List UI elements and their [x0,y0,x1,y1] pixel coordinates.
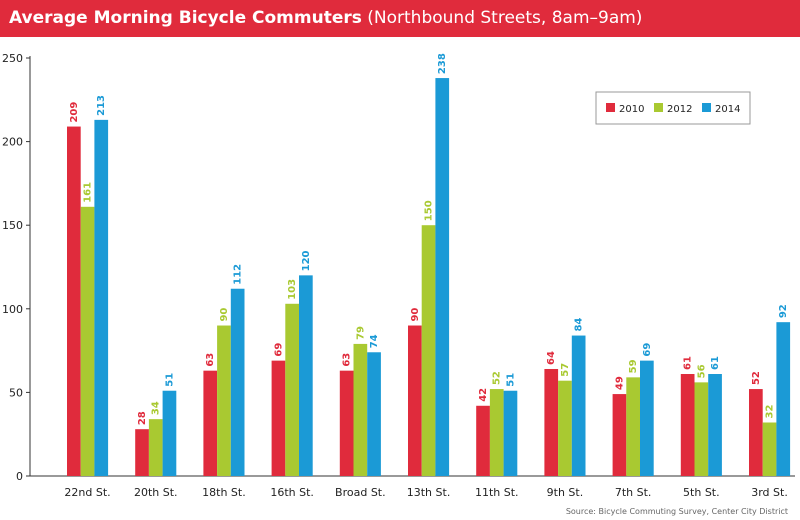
bar-2012 [353,343,368,476]
y-tick-label: 250 [2,52,23,65]
bar-value-label: 79 [355,326,366,340]
x-tick-label: 5th St. [683,486,720,499]
x-tick-label: 13th St. [407,486,451,499]
bar-value-label: 150 [424,200,435,221]
bar-2012 [694,382,709,476]
bar-value-label: 32 [765,405,776,419]
bar-value-label: 209 [69,102,80,123]
bar-value-label: 90 [410,308,421,322]
bar-2014 [708,374,722,476]
legend-swatch-2014 [702,103,711,112]
bar-value-label: 63 [205,353,216,367]
bar-value-label: 34 [151,401,162,415]
bar-2014 [776,322,791,476]
bar-value-label: 52 [751,371,762,385]
bar-2012 [285,303,299,476]
bar-value-label: 69 [273,343,284,357]
bar-2014 [640,360,654,476]
chart-title-main: Average Morning Bicycle Commuters [9,8,362,28]
bar-2012 [626,377,640,476]
bar-2010 [203,370,218,476]
bar-2010 [135,429,149,476]
chart-title: Average Morning Bicycle Commuters (North… [9,8,642,28]
bar-2014 [162,390,177,476]
legend-swatch-2010 [606,103,615,112]
bar-value-label: 238 [437,53,448,74]
x-tick-label: 20th St. [134,486,178,499]
bar-2014 [367,352,381,476]
source-note: Source: Bicycle Commuting Survey, Center… [565,507,788,516]
bar-value-label: 213 [96,95,107,116]
bar-2014 [230,288,245,476]
bar-2012 [762,422,777,476]
x-tick-label: Broad St. [335,486,386,499]
x-tick-label: 16th St. [270,486,314,499]
bar-value-label: 64 [546,351,557,365]
x-tick-label: 22nd St. [64,486,110,499]
legend-swatch-2012 [654,103,663,112]
bar-value-label: 69 [642,343,653,357]
bar-value-label: 51 [164,373,175,387]
bar-value-label: 103 [287,279,298,300]
legend-box [595,91,751,125]
bar-2012 [148,419,163,476]
legend-label: 2012 [667,104,692,115]
bar-value-label: 112 [233,264,244,285]
y-tick-label: 100 [2,303,23,316]
y-tick-label: 50 [9,386,23,399]
legend-label: 2010 [619,104,644,115]
bar-2010 [680,374,695,476]
y-tick-label: 200 [2,136,23,149]
y-tick-label: 150 [2,219,23,232]
bar-value-label: 56 [696,364,707,378]
bar-value-label: 49 [614,376,625,390]
y-tick-label: 0 [16,470,23,483]
bar-value-label: 57 [560,363,571,377]
bar-2010 [339,370,354,476]
chart-subtitle: (Northbound Streets, 8am–9am) [367,8,643,28]
bar-2010 [544,368,559,476]
bar-2010 [476,405,490,476]
bar-2014 [571,335,586,476]
bar-value-label: 52 [492,371,503,385]
bar-value-label: 61 [710,356,721,370]
x-tick-label: 3rd St. [751,486,788,499]
bar-2010 [408,325,422,476]
x-tick-label: 11th St. [475,486,519,499]
bar-2010 [271,360,286,476]
bar-value-label: 28 [137,411,148,425]
bar-2012 [489,389,504,476]
bar-2014 [299,275,313,476]
bar-value-label: 92 [778,304,789,318]
bar-2014 [435,78,450,477]
bar-2014 [94,119,109,476]
bar-2012 [421,225,436,476]
bar-value-label: 120 [301,250,312,271]
bar-2010 [749,389,763,476]
bar-2010 [612,394,627,476]
bar-value-label: 90 [219,308,230,322]
bar-2012 [80,206,95,477]
bar-2014 [503,390,518,476]
bar-value-label: 74 [369,334,380,348]
x-tick-label: 7th St. [615,486,652,499]
legend-label: 2014 [715,104,740,115]
bar-value-label: 42 [478,388,489,402]
x-tick-label: 18th St. [202,486,246,499]
bar-value-label: 63 [342,353,353,367]
bar-value-label: 61 [683,356,694,370]
bar-2012 [558,380,572,476]
bar-value-label: 51 [505,373,516,387]
bar-value-label: 59 [628,359,639,373]
bar-2010 [67,126,81,476]
bar-value-label: 84 [574,318,585,332]
bar-2012 [217,325,231,476]
title-banner [0,0,800,37]
bar-value-label: 161 [83,182,94,203]
x-tick-label: 9th St. [547,486,584,499]
